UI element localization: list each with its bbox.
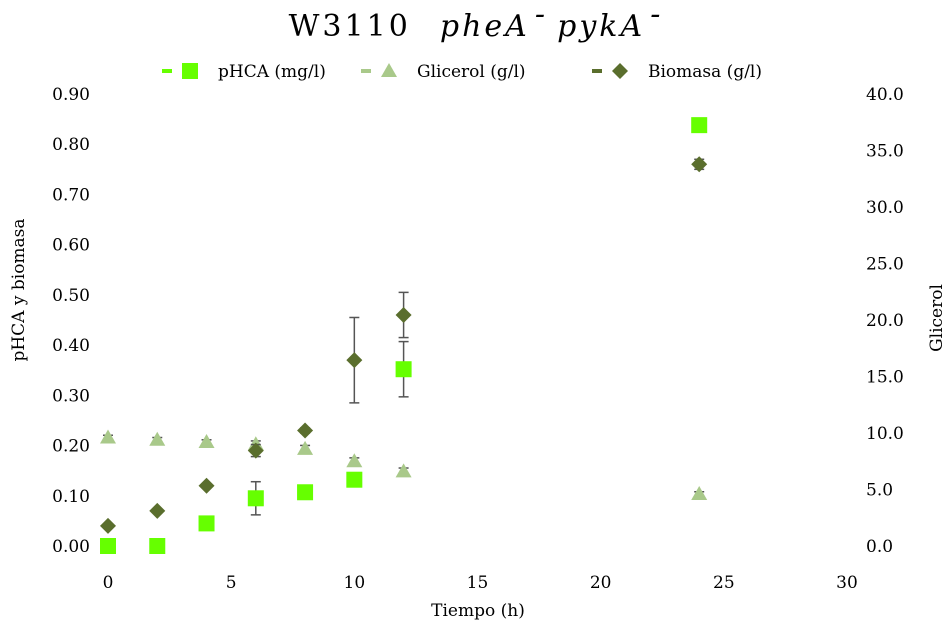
- data-point: [297, 440, 314, 455]
- y-right-tick-label: 20.0: [866, 311, 904, 331]
- y-right-axis-ticks: 0.0 5.0 10.0 15.0 20.0 25.0 30.0 35.0 40.0: [866, 85, 904, 557]
- legend-marker: [381, 63, 397, 77]
- data-point: [198, 515, 215, 532]
- data-point: [149, 431, 166, 446]
- data-point: [691, 486, 708, 501]
- data-point: [395, 463, 412, 478]
- chart-title: W3110 pheA - pykA -: [289, 0, 664, 44]
- data-point: [149, 502, 166, 519]
- x-tick-label: 10: [344, 573, 366, 593]
- data-point: [297, 484, 314, 501]
- data-point: [247, 490, 264, 507]
- data-point: [395, 361, 412, 378]
- y-left-tick-label: 0.20: [52, 437, 90, 457]
- x-tick-label: 0: [103, 573, 114, 593]
- data-point: [100, 517, 116, 534]
- y-left-tick-label: 0.50: [52, 286, 90, 306]
- data-point: [297, 422, 314, 439]
- y-right-axis-title: Glicerol: [927, 284, 947, 352]
- y-left-axis-title: pHCA y biomasa: [9, 218, 29, 361]
- plot-area: [100, 117, 708, 554]
- series-square: [100, 117, 708, 554]
- data-point: [100, 538, 116, 554]
- legend-label: Glicerol (g/l): [417, 62, 526, 82]
- y-left-tick-label: 0.10: [52, 487, 90, 507]
- x-tick-label: 20: [590, 573, 612, 593]
- y-right-tick-label: 35.0: [866, 142, 904, 162]
- y-right-tick-label: 15.0: [866, 368, 904, 388]
- legend-label: pHCA (mg/l): [218, 62, 326, 82]
- y-left-tick-label: 0.30: [52, 386, 90, 406]
- y-left-tick-label: 0.60: [52, 236, 90, 256]
- series-triangle: [100, 429, 708, 501]
- title-gene-2: pykA: [557, 9, 645, 44]
- x-axis-title: Tiempo (h): [431, 601, 525, 621]
- y-right-tick-label: 25.0: [866, 255, 904, 275]
- y-right-tick-label: 30.0: [866, 198, 904, 218]
- y-right-tick-label: 0.0: [866, 537, 893, 557]
- legend-label: Biomasa (g/l): [648, 62, 762, 82]
- y-left-tick-label: 0.40: [52, 336, 90, 356]
- y-right-tick-label: 40.0: [866, 85, 904, 105]
- series-diamond: [100, 156, 708, 534]
- data-point: [346, 453, 363, 468]
- legend-item: Biomasa (g/l): [592, 62, 762, 82]
- x-tick-label: 25: [713, 573, 735, 593]
- data-point: [691, 117, 708, 134]
- data-point: [346, 352, 363, 369]
- legend-item: Glicerol (g/l): [361, 62, 526, 82]
- y-left-tick-label: 0.80: [52, 135, 90, 155]
- data-point: [100, 429, 116, 444]
- title-gene-2-sup: -: [650, 0, 663, 32]
- data-point: [691, 156, 708, 173]
- title-gene-1: pheA: [440, 9, 530, 44]
- data-point: [346, 471, 363, 488]
- legend: pHCA (mg/l) Glicerol (g/l) Biomasa (g/l): [162, 62, 762, 82]
- y-right-tick-label: 5.0: [866, 481, 893, 501]
- data-point: [198, 434, 215, 449]
- data-point: [247, 442, 264, 459]
- legend-marker: [182, 63, 198, 79]
- y-left-tick-label: 0.70: [52, 185, 90, 205]
- y-left-axis-ticks: 0.00 0.10 0.20 0.30 0.40 0.50 0.60 0.70 0.80 0.90: [52, 85, 90, 557]
- title-gene-1-sup: -: [535, 0, 548, 32]
- y-right-tick-label: 10.0: [866, 424, 904, 444]
- x-tick-label: 30: [836, 573, 858, 593]
- y-left-tick-label: 0.90: [52, 85, 90, 105]
- x-tick-label: 15: [467, 573, 489, 593]
- x-tick-label: 5: [226, 573, 237, 593]
- x-axis-ticks: 0 5 10 15 20 25 30: [103, 573, 858, 593]
- legend-marker: [612, 63, 628, 79]
- data-point: [149, 538, 166, 554]
- y-left-tick-label: 0.00: [52, 537, 90, 557]
- title-main: W3110: [289, 9, 411, 44]
- data-point: [395, 306, 412, 323]
- legend-item: pHCA (mg/l): [162, 62, 326, 82]
- data-point: [198, 477, 215, 494]
